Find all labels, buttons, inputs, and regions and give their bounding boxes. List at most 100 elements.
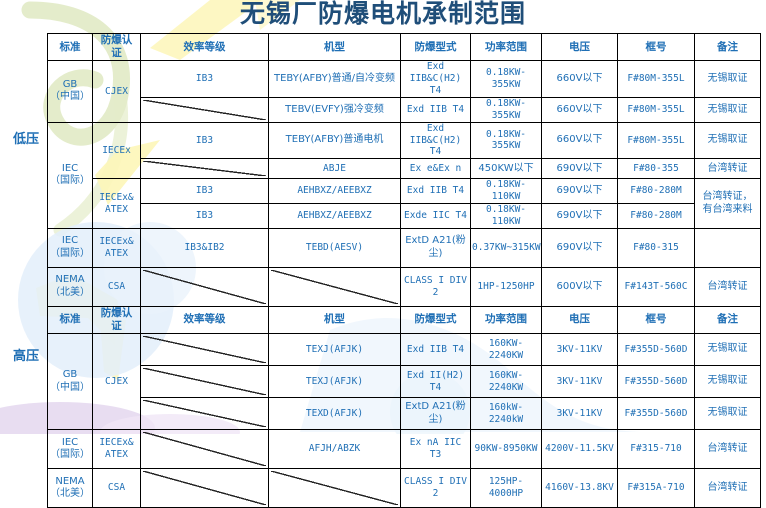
- cell-ex-type: Exd IIB&C(H2) T4: [400, 121, 471, 160]
- cell-model: TEBV(EVFY)强冷变频: [268, 96, 401, 123]
- table-row: TEXD(AFJK) ExtD A21(粉尘) 160kW-2240kW 3KV…: [48, 397, 761, 430]
- cell-line: IEC: [61, 436, 79, 448]
- cell-line: 台湾转证，: [702, 191, 753, 202]
- cell-ex-type: Exd IIB&C(H2) T4: [400, 60, 471, 98]
- table-row: TEBV(EVFY)强冷变频 Exd IIB T4 0.18KW-355KW 6…: [48, 96, 761, 123]
- cell-power: 0.18KW-110KW: [470, 203, 542, 229]
- cert-header-line1: 防爆认: [100, 306, 133, 319]
- cell-model: TEBY(AFBY)普通/自冷变频: [268, 60, 401, 98]
- cell-voltage: 690V以下: [541, 178, 618, 204]
- cell-line: IEC: [61, 235, 79, 247]
- cell-power: 0.18KW-355KW: [470, 121, 542, 160]
- table-row: IEC （国际） IECEx& ATEX AFJH/ABZK Ex nA IIC T…: [47, 429, 761, 469]
- cell-certification: CJEX: [92, 60, 141, 123]
- cell-line: （北美）: [50, 488, 90, 499]
- col-header-standard: 标准: [47, 32, 93, 62]
- cell-efficiency: IB3: [140, 60, 269, 98]
- cell-efficiency-empty: [140, 158, 269, 180]
- cell-line: T4: [429, 85, 442, 96]
- cell-power: 160kW-2240kW: [470, 397, 542, 430]
- cell-frame: F#80-280M: [617, 178, 695, 204]
- page-title: 无锡厂防爆电机承制范围: [239, 0, 526, 28]
- cell-power: 0.18KW-355KW: [470, 60, 542, 98]
- cell-line: ATEX: [105, 247, 128, 259]
- cell-frame: F#80M-355L: [617, 96, 695, 123]
- cell-frame: F#80-355: [617, 158, 695, 180]
- cell-note: 台湾转证: [694, 468, 761, 508]
- cell-standard: IEC （国际）: [47, 429, 93, 469]
- cell-line: ATEX: [105, 203, 128, 215]
- cell-line: （中国）: [50, 381, 90, 393]
- cell-voltage: 3KV-11KV: [541, 333, 618, 366]
- cell-ex-type: CLASS I DIV 2: [400, 266, 471, 307]
- cell-note: 无锡取证: [694, 60, 761, 98]
- cell-line: IECEx&: [99, 235, 134, 247]
- cell-ex-type: Exde IIC T4: [400, 203, 471, 229]
- table-row: NEMA （北美） CSA CLASS I DIV 2 125HP-4000HP …: [47, 468, 761, 508]
- table-header-row-low: 标准 防爆认 证 效率等级 机型 防爆型式 功率范围 电压 框号 备注: [47, 32, 761, 62]
- cell-line: Exd IIB&C(H2): [409, 122, 462, 146]
- cell-certification: IECEx& ATEX: [92, 429, 141, 469]
- cert-header-line2: 证: [111, 47, 122, 60]
- col-header-certification: 防爆认 证: [92, 32, 141, 62]
- cell-ex-type: ExtD A21(粉尘): [400, 227, 471, 268]
- cell-efficiency: IB3: [140, 121, 269, 160]
- table-row: TEXJ(AFJK) Exd II(H2) T4 160KW-2240KW 3K…: [48, 365, 761, 398]
- cell-voltage: 660V以下: [541, 121, 618, 160]
- cell-line: IECEx&: [99, 437, 134, 449]
- table-row: IEC （国际） IECEx IB3 TEBY(AFBY)普通电机 Exd IIB…: [47, 121, 761, 229]
- cell-power: 1HP-1250HP: [470, 266, 542, 307]
- col-header-power: 功率范围: [470, 305, 542, 335]
- cell-line: （北美）: [50, 286, 90, 298]
- cell-efficiency-empty: [140, 96, 269, 123]
- col-header-model: 机型: [268, 32, 401, 62]
- cell-model-empty: [268, 468, 401, 508]
- table-row: IB3 AEHBXZ/AEEBXZ Exde IIC T4 0.18KW-110…: [48, 203, 761, 229]
- cert-header-line2: 证: [111, 319, 122, 332]
- spec-table: 标准 防爆认 证 效率等级 机型 防爆型式 功率范围 电压 框号 备注 GB （中…: [47, 32, 761, 508]
- col-header-efficiency: 效率等级: [140, 305, 269, 335]
- cell-voltage: 3KV-11KV: [541, 397, 618, 430]
- table-row: IECEx& ATEX IB3 AEHBXZ/AEEBXZ Exd IIB T4 …: [48, 178, 761, 229]
- cell-ex-type: CLASS I DIV 2: [400, 468, 471, 508]
- col-header-power: 功率范围: [470, 32, 542, 62]
- cell-line: NEMA: [55, 475, 85, 487]
- cell-note: 台湾转证: [694, 266, 761, 307]
- cell-note: 台湾转证: [694, 158, 761, 180]
- cell-frame: F#315A-710: [617, 468, 695, 508]
- col-header-certification: 防爆认 证: [92, 305, 141, 335]
- cell-note: 台湾转证， 有台湾来料: [694, 178, 761, 229]
- cell-standard: NEMA （北美）: [47, 266, 93, 307]
- cell-note: [694, 227, 761, 268]
- table-row: IEC （国际） IECEx& ATEX IB3&IB2 TEBD(AESV) Ex…: [47, 227, 761, 268]
- cell-line: GB: [62, 369, 78, 380]
- table-row: NEMA （北美） CSA CLASS I DIV 2 1HP-1250HP 60…: [47, 266, 761, 307]
- cell-certification: IECEx& ATEX: [92, 178, 141, 229]
- section-label-low-voltage: 低压: [12, 132, 39, 147]
- cell-power: 450KW以下: [470, 158, 542, 180]
- cell-line: （国际）: [50, 449, 90, 460]
- col-header-ex-type: 防爆型式: [400, 32, 471, 62]
- cell-voltage: 690V以下: [541, 203, 618, 229]
- cell-line: IEC: [61, 162, 79, 174]
- cell-frame: F#315-710: [617, 429, 695, 469]
- col-header-frame: 框号: [617, 305, 695, 335]
- cell-ex-type: Exd II(H2) T4: [400, 365, 471, 398]
- col-header-standard: 标准: [47, 305, 93, 335]
- cell-model: AEHBXZ/AEEBXZ: [268, 178, 401, 204]
- cell-efficiency-empty: [140, 429, 269, 469]
- cell-frame: F#80-280M: [617, 203, 695, 229]
- cell-note: 无锡取证: [694, 96, 761, 123]
- cell-frame: F#355D-560D: [617, 333, 695, 366]
- col-header-voltage: 电压: [541, 305, 618, 335]
- cell-voltage: 690V以下: [541, 227, 618, 268]
- cell-standard: NEMA （北美）: [47, 468, 93, 508]
- cell-voltage: 4200V-11.5KV: [541, 429, 618, 469]
- cell-standard: IEC （国际）: [47, 227, 93, 268]
- cell-model: TEXD(AFJK): [268, 397, 401, 430]
- cell-line: IECEx&: [99, 191, 134, 203]
- cell-certification: CSA: [92, 468, 141, 508]
- cell-model: AFJH/ABZK: [268, 429, 401, 469]
- cell-line: 有台湾来料: [702, 203, 753, 215]
- cell-model: TEBY(AFBY)普通电机: [268, 121, 401, 160]
